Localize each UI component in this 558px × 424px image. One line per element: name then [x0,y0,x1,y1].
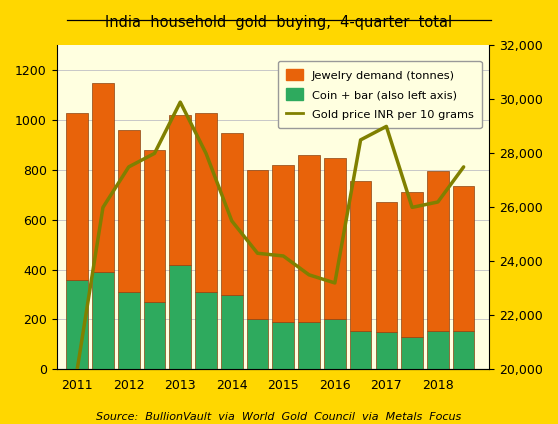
Bar [350,181,372,331]
Bar [298,322,320,369]
Bar [376,332,397,369]
Bar [92,83,114,272]
Bar [247,320,268,369]
Bar [350,331,372,369]
Text: India  household  gold  buying,  4-quarter  total: India household gold buying, 4-quarter t… [105,15,453,30]
Bar [427,171,449,331]
Text: Source:  BullionVault  via  World  Gold  Council  via  Metals  Focus: Source: BullionVault via World Gold Coun… [97,412,461,422]
Bar [170,265,191,369]
Bar [453,186,474,331]
Bar [118,292,140,369]
Bar [247,170,268,320]
Bar [221,295,243,369]
Bar [66,280,88,369]
Bar [401,337,423,369]
Bar [92,272,114,369]
Bar [272,322,294,369]
Bar [324,158,345,320]
Bar [376,202,397,332]
Bar [170,115,191,265]
Bar [298,155,320,322]
Bar [195,292,217,369]
Bar [272,165,294,322]
Bar [118,130,140,292]
Bar [195,113,217,292]
Bar [143,302,165,369]
Bar [221,133,243,295]
Bar [401,192,423,337]
Legend: Jewelry demand (tonnes), Coin + bar (also left axis), Gold price INR per 10 gram: Jewelry demand (tonnes), Coin + bar (als… [277,61,482,128]
Bar [143,150,165,302]
Bar [66,113,88,280]
Bar [453,331,474,369]
Bar [427,331,449,369]
Bar [324,320,345,369]
